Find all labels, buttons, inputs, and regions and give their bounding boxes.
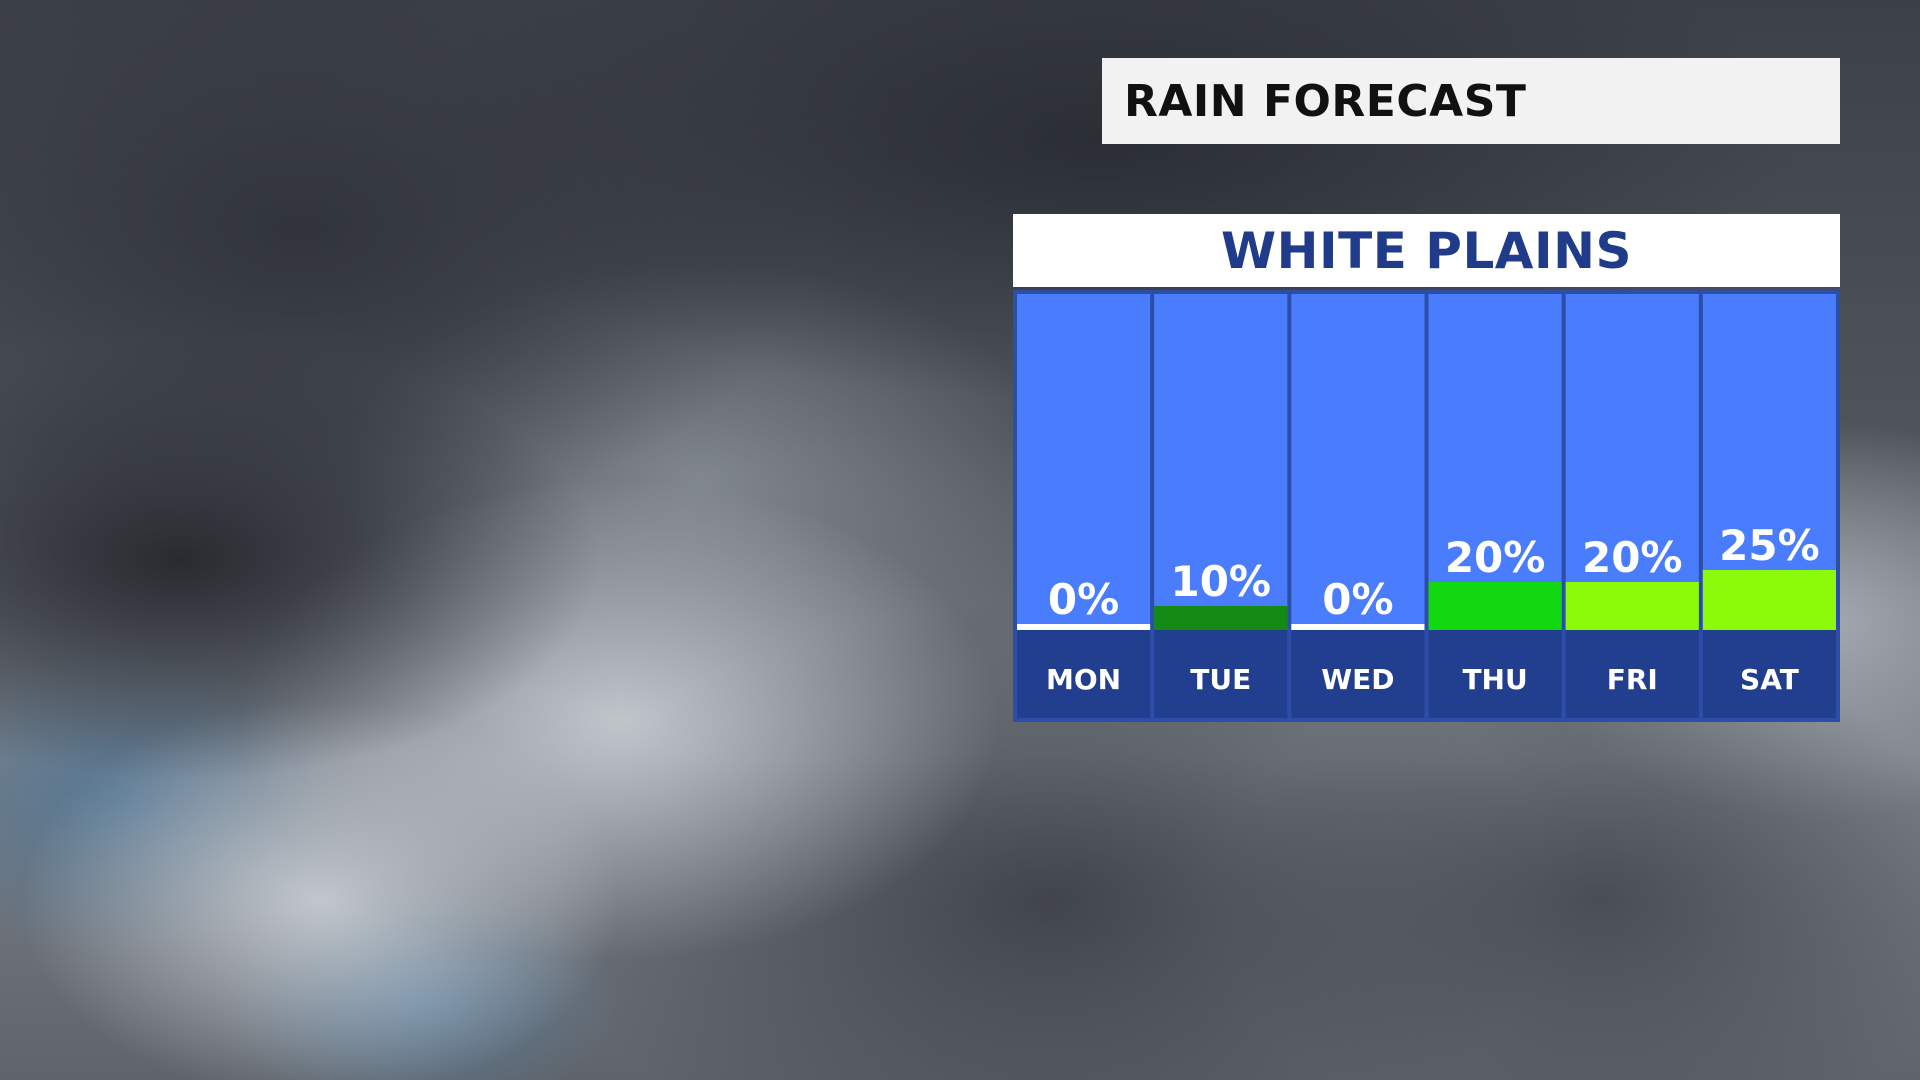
day-label-wed: WED [1321, 663, 1394, 696]
column-fri [1565, 294, 1699, 630]
rain-chart: 0% MON 10% TUE 0% WED 20% THU 20% FRI 25% SAT [1013, 290, 1840, 722]
column-wed [1291, 294, 1425, 630]
value-label-mon: 0% [1048, 575, 1119, 624]
location-header: WHITE PLAINS [1013, 214, 1840, 287]
value-label-fri: 20% [1582, 533, 1683, 582]
title-banner: RAIN FORECAST [1102, 58, 1840, 144]
day-label-thu: THU [1462, 663, 1527, 696]
bar-tue [1154, 606, 1288, 630]
day-band-fri [1565, 630, 1699, 718]
value-label-wed: 0% [1322, 575, 1393, 624]
location-name: WHITE PLAINS [1221, 221, 1632, 280]
day-label-sat: SAT [1740, 663, 1799, 696]
bar-fri [1565, 582, 1699, 630]
day-band-tue [1154, 630, 1288, 718]
value-label-tue: 10% [1170, 557, 1271, 606]
page-title: RAIN FORECAST [1124, 75, 1527, 127]
column-thu [1428, 294, 1562, 630]
day-label-tue: TUE [1190, 663, 1251, 696]
day-band-wed [1291, 630, 1425, 718]
rain-chart-svg: 0% MON 10% TUE 0% WED 20% THU 20% FRI 25% SAT [1017, 294, 1836, 718]
bar-thu [1428, 582, 1562, 630]
day-band-sat [1702, 630, 1836, 718]
column-tue [1154, 294, 1288, 630]
bar-wed [1291, 624, 1425, 630]
bar-sat [1702, 570, 1836, 630]
bar-mon [1017, 624, 1151, 630]
day-label-fri: FRI [1607, 663, 1658, 696]
value-label-thu: 20% [1445, 533, 1546, 582]
day-band-thu [1428, 630, 1562, 718]
value-label-sat: 25% [1719, 521, 1820, 570]
rain-forecast-panel: WHITE PLAINS 0% MON 10% TUE 0% WED 20% THU 20% FR… [1013, 214, 1840, 722]
day-label-mon: MON [1046, 663, 1121, 696]
day-band-mon [1017, 630, 1151, 718]
column-mon [1017, 294, 1151, 630]
